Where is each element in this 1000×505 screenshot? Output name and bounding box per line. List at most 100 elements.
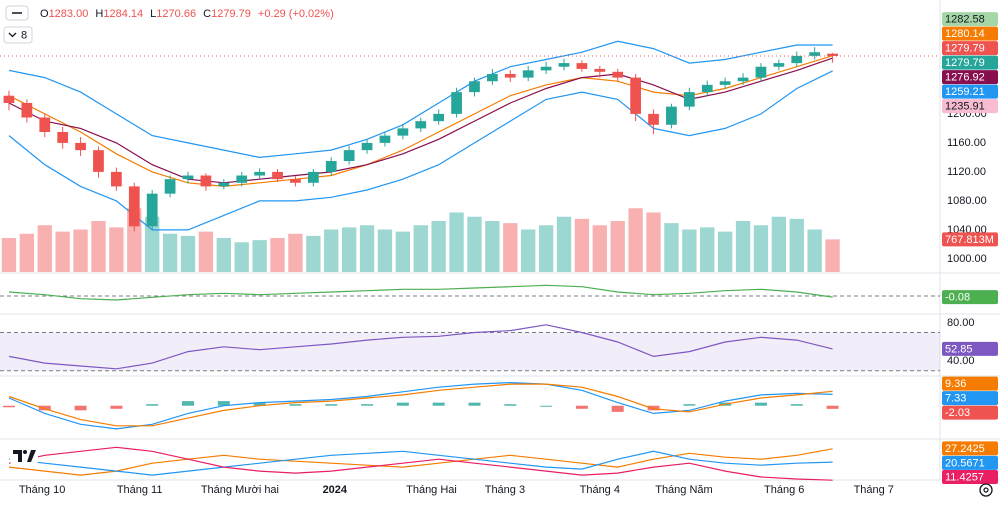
histogram-bar <box>540 405 553 407</box>
histogram-bar <box>683 404 696 406</box>
histogram-bar <box>754 402 767 406</box>
volume-bar <box>359 225 375 272</box>
volume-bar <box>413 225 428 272</box>
price-tag-label: 1259.21 <box>945 86 985 98</box>
price-tag <box>942 376 998 391</box>
volume-bar <box>556 216 572 272</box>
volume-bar <box>234 242 249 272</box>
indicator-line <box>8 381 833 430</box>
volume-bar <box>467 216 482 272</box>
x-tick-label: Tháng Hai <box>406 484 457 496</box>
legend-key: C <box>203 8 211 20</box>
price-tag <box>942 455 998 470</box>
histogram-bar <box>217 401 230 406</box>
candle-body <box>93 150 104 172</box>
price-tag <box>942 232 998 247</box>
candle-body <box>540 66 552 71</box>
overlay-line <box>8 57 833 184</box>
histogram-bar <box>396 402 409 406</box>
volume-bar <box>252 240 267 272</box>
indicator-line <box>8 446 833 481</box>
candle-body <box>128 186 140 227</box>
histogram-bar <box>826 405 839 409</box>
candle-body <box>254 171 265 176</box>
candle-body <box>791 55 803 64</box>
price-tag-label: 1279.79 <box>945 43 985 55</box>
price-tag <box>942 405 998 420</box>
candle-body <box>21 102 33 118</box>
volume-bar <box>395 231 411 272</box>
price-tag-label: 7.33 <box>945 393 966 405</box>
volume-bar <box>198 231 214 272</box>
overlay-line <box>8 55 833 188</box>
price-tag <box>942 391 998 406</box>
candle-body <box>827 53 838 57</box>
price-tag <box>942 70 998 85</box>
price-tag-label: -2.03 <box>945 407 970 419</box>
plot <box>0 40 940 481</box>
indicators-toggle[interactable] <box>3 26 33 44</box>
candle-body <box>182 175 194 180</box>
price-tag <box>942 84 998 99</box>
separators <box>0 0 1000 481</box>
price-tag <box>942 12 998 27</box>
price-tag <box>942 470 998 484</box>
histogram-bar <box>74 405 87 411</box>
volume-bar <box>521 229 536 272</box>
price-tag-label: 52.85 <box>945 343 973 355</box>
candle-body <box>3 95 15 103</box>
price-tag-label: 1282.58 <box>945 14 985 26</box>
price-tag <box>942 441 998 456</box>
y-tick-label: 40.00 <box>947 355 975 367</box>
volume-bar <box>610 221 625 272</box>
volume-bar <box>682 229 697 272</box>
volume-bar <box>341 227 357 272</box>
gear-icon[interactable] <box>979 483 993 497</box>
indicator-line <box>8 324 833 370</box>
indicator-line <box>8 450 833 476</box>
indicator-line <box>8 383 833 427</box>
overlay-line <box>8 40 833 159</box>
volume-bar <box>664 223 679 272</box>
settings[interactable] <box>979 483 993 497</box>
price-tag-label: 1276.92 <box>945 72 985 84</box>
volume-bar <box>19 233 35 272</box>
legend-key: L <box>150 8 156 20</box>
histogram-bar <box>504 404 517 406</box>
price-tag <box>942 99 998 114</box>
volume-bar <box>700 227 715 272</box>
volume-bar <box>485 221 500 272</box>
y-tick-label: 1080.00 <box>947 195 987 207</box>
logo-v <box>27 450 36 462</box>
histogram-bar <box>110 405 123 409</box>
candle-body <box>576 63 588 69</box>
volume-bar <box>574 218 590 272</box>
candle-body <box>272 171 283 180</box>
price-tag <box>942 41 998 56</box>
candle-body <box>719 81 731 85</box>
candle-body <box>755 66 767 78</box>
volume-bar <box>270 238 285 272</box>
y-tick-label: 80.00 <box>947 317 975 329</box>
legend-value: 1283.00 <box>49 8 89 20</box>
candle-body <box>594 68 606 72</box>
volume-bar <box>449 212 464 272</box>
volume-bar <box>807 229 822 272</box>
candle-body <box>379 135 391 143</box>
axis: 1000.001040.001080.001120.001160.001200.… <box>19 12 998 496</box>
histogram-bar <box>468 402 481 406</box>
volume-bar <box>771 216 787 272</box>
y-tick-label: 1000.00 <box>947 253 987 265</box>
volume-bar <box>73 229 88 272</box>
histogram-bar <box>289 404 302 406</box>
x-tick-label: Tháng 4 <box>580 484 620 496</box>
ohlc-legend: O1283.00 H1284.14 L1270.66 C1279.79 +0.2… <box>40 8 334 20</box>
y-tick-label: 1120.00 <box>947 166 986 178</box>
histogram-bar <box>432 402 445 406</box>
overlay-line <box>8 70 833 231</box>
candle-body <box>612 71 624 78</box>
candle-body <box>236 175 248 183</box>
candle-body <box>200 175 212 187</box>
candle-body <box>701 84 713 93</box>
